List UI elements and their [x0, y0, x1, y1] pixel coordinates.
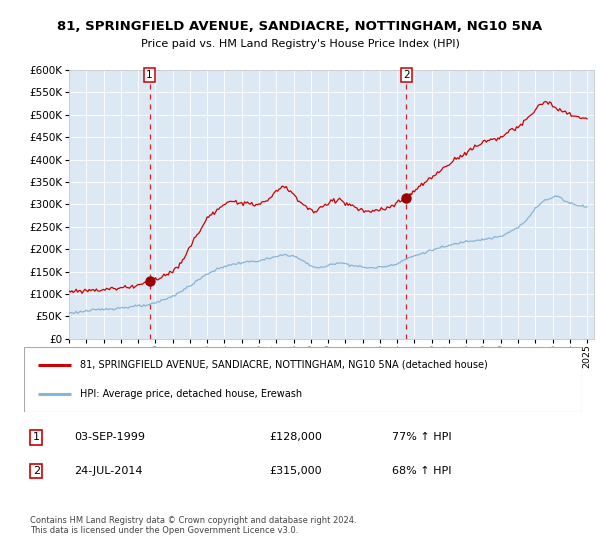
Text: 24-JUL-2014: 24-JUL-2014: [74, 466, 143, 476]
Text: £128,000: £128,000: [269, 432, 322, 442]
Text: £315,000: £315,000: [269, 466, 322, 476]
Text: 68% ↑ HPI: 68% ↑ HPI: [392, 466, 452, 476]
Text: 81, SPRINGFIELD AVENUE, SANDIACRE, NOTTINGHAM, NG10 5NA (detached house): 81, SPRINGFIELD AVENUE, SANDIACRE, NOTTI…: [80, 360, 488, 370]
Text: 2: 2: [33, 466, 40, 476]
Text: Contains HM Land Registry data © Crown copyright and database right 2024.
This d: Contains HM Land Registry data © Crown c…: [29, 516, 356, 535]
Text: 03-SEP-1999: 03-SEP-1999: [74, 432, 145, 442]
Text: 77% ↑ HPI: 77% ↑ HPI: [392, 432, 452, 442]
Text: 2: 2: [403, 70, 410, 80]
Text: 1: 1: [33, 432, 40, 442]
Text: HPI: Average price, detached house, Erewash: HPI: Average price, detached house, Erew…: [80, 389, 302, 399]
Text: Price paid vs. HM Land Registry's House Price Index (HPI): Price paid vs. HM Land Registry's House …: [140, 39, 460, 49]
Text: 1: 1: [146, 70, 153, 80]
Text: 81, SPRINGFIELD AVENUE, SANDIACRE, NOTTINGHAM, NG10 5NA: 81, SPRINGFIELD AVENUE, SANDIACRE, NOTTI…: [58, 20, 542, 32]
